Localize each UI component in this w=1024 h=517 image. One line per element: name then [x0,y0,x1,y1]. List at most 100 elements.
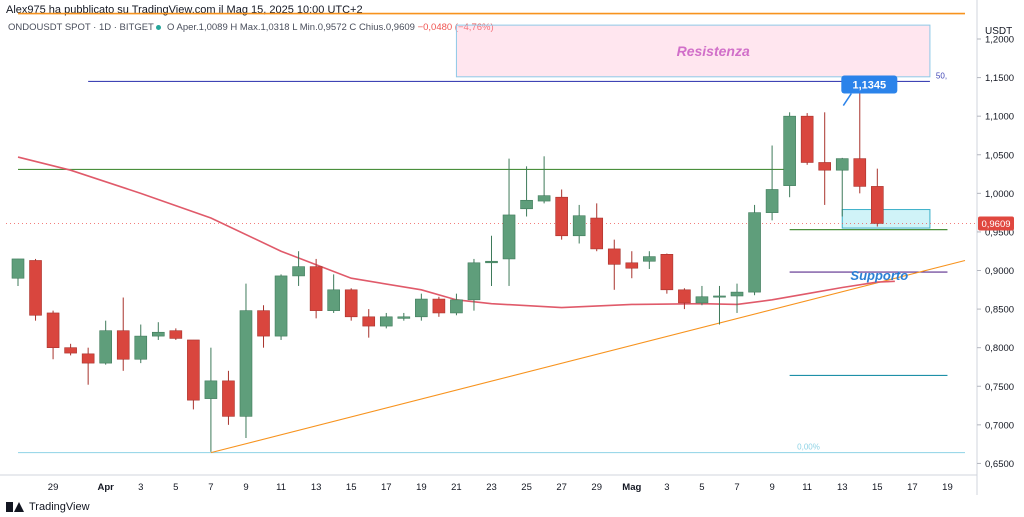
x-tick-label: 3 [138,482,143,493]
y-tick-label: 1,0500 [985,150,1014,161]
x-tick-label: 5 [699,482,704,493]
x-tick-label: 15 [346,482,357,493]
moving-average-line [17,156,895,309]
symbol-info-bar: ONDOUSDT SPOT · 1D · BITGET O Aper.1,008… [8,22,494,33]
x-tick-label: 7 [734,482,739,493]
y-tick-label: 1,2000 [985,35,1014,46]
candle-body [800,115,814,163]
x-tick-label: 5 [173,482,178,493]
y-tick-label: 0,8000 [985,343,1014,354]
candle-body [660,254,674,291]
candle-body [520,199,533,210]
candle-body [187,339,200,401]
x-tick-label: 15 [872,482,883,493]
candle-body [572,215,586,237]
candle-body [748,212,761,293]
last-price-tag-label: 0,9609 [981,219,1010,230]
candle-body [450,299,463,314]
candle-body [783,115,796,186]
x-tick-label: 23 [486,482,497,493]
candle-body [415,298,428,318]
y-tick-label: 0,7000 [985,420,1014,431]
x-tick-label: Apr [97,482,114,493]
support-label: Supporto [850,268,908,283]
x-tick-label: 21 [451,482,462,493]
price-callout-box [841,75,898,94]
candle-body [64,347,77,354]
low-value: Min.0,9572 [299,22,347,33]
candle-body [257,310,270,337]
candle-body [327,289,340,311]
y-axis-unit-label: USDT [985,26,1012,37]
open-label: O [166,22,175,33]
candle-body [309,266,323,311]
candle-body [274,275,288,337]
candle-body [46,312,60,348]
x-tick-label: 3 [664,482,669,493]
y-tick-label: 0,7500 [985,382,1014,393]
candle-body [362,316,376,327]
x-tick-label: 17 [907,482,918,493]
x-tick-label: 11 [802,482,812,493]
x-tick-label: 13 [311,482,322,493]
high-label: H [230,22,238,33]
candle-body [695,296,709,304]
candle-body [29,260,42,316]
candle-body [222,380,235,417]
candle-body [397,316,411,319]
candle-body [765,189,779,213]
candle-body [239,310,253,417]
symbol-name[interactable]: ONDOUSDT SPOT · 1D · BITGET [8,22,154,33]
candle-body [678,289,691,304]
x-tick-label: 25 [521,482,532,493]
high-value: Max.1,0318 [239,22,290,33]
level-label: 0,00% [797,443,820,452]
level-label: 50, [936,71,947,80]
candle-body [204,380,218,399]
candle-body [292,266,305,277]
candle-body [625,262,639,269]
candle-body [11,258,25,279]
candle-body [818,162,832,171]
support-retest-zone [841,209,931,229]
x-tick-label: 11 [276,482,286,493]
y-tick-label: 1,1500 [985,73,1014,84]
candle-body [713,295,726,298]
candle-body [643,256,656,262]
candle-body [379,316,393,327]
y-tick-label: 0,8500 [985,305,1014,316]
candle-body [853,158,867,187]
x-tick-label: Mag [622,482,641,493]
price-callout-label: 1,1345 [852,80,886,92]
candle-body [344,289,358,318]
candle-body [134,335,148,360]
candle-body [502,214,516,260]
candle-body [485,260,498,264]
last-price-tag [978,216,1014,231]
support-trendline [210,259,966,454]
market-status-icon [156,24,162,30]
y-tick-label: 0,9000 [985,266,1014,277]
candle-body [871,186,884,224]
candle-body [169,330,183,339]
candle-body [116,330,130,360]
y-tick-label: 1,0000 [985,189,1014,200]
x-tick-label: 9 [243,482,248,493]
candle-body [467,262,481,301]
close-label: C [349,22,357,33]
x-tick-label: 27 [556,482,567,493]
candle-body [151,331,165,337]
x-tick-label: 9 [769,482,774,493]
x-tick-label: 19 [942,482,953,493]
resistance-zone [455,24,931,78]
footer: TradingView [6,501,90,513]
footer-brand: TradingView [29,501,90,513]
candle-body [607,248,621,265]
y-tick-label: 0,6500 [985,459,1014,470]
close-value: Chius.0,9609 [358,22,415,33]
x-tick-label: 13 [837,482,848,493]
candle-body [730,291,744,297]
x-tick-label: 29 [48,482,59,493]
open-value: Aper.1,0089 [176,22,228,33]
